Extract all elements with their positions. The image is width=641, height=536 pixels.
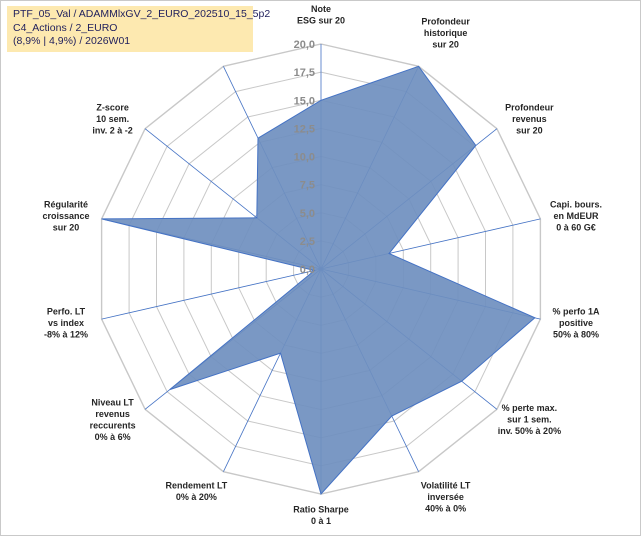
axis-label-line: 0 à 60 G€ — [556, 222, 596, 232]
tick-label: 12,5 — [294, 123, 315, 135]
tick-label: 20,0 — [294, 39, 315, 51]
info-line-1: PTF_05_Val / ADAMMlxGV_2_EURO_202510_15_… — [13, 8, 271, 20]
tick-label: 7,5 — [300, 180, 315, 192]
axis-label-line: 0 à 1 — [311, 516, 331, 526]
radial-tick-labels: 0,0 2,5 5,0 7,5 10,0 12,5 15,0 17,5 20,0 — [294, 39, 315, 276]
axis-label-line: % perte max. — [502, 403, 558, 413]
axis-label-line: Niveau LT — [91, 398, 134, 408]
tick-label: 0,0 — [300, 264, 315, 276]
axis-spoke — [101, 268, 322, 320]
axis-label-line: croissance — [42, 211, 89, 221]
info-line-3: (8,9% | 4,9%) / 2026W01 — [13, 35, 131, 47]
axis-label-line: reccurents — [90, 421, 136, 431]
axis-label-line: inv. 50% à 20% — [498, 426, 561, 436]
tick-label: 5,0 — [300, 208, 315, 220]
axis-label-line: Volatilité LT — [421, 480, 471, 490]
axis-label-line: Régularité — [44, 199, 88, 209]
axis-label-line: Rendement LT — [165, 480, 227, 490]
info-line-2: C4_Actions / 2_EURO — [13, 21, 118, 34]
axis-label-line: en MdEUR — [554, 211, 600, 221]
tick-label: 15,0 — [294, 95, 315, 107]
axis-label-line: sur 20 — [516, 126, 543, 136]
axis-label-line: Z-score — [96, 103, 129, 113]
axis-label-line: inversée — [427, 492, 464, 502]
axis-label-line: 50% à 80% — [553, 330, 599, 340]
axis-label-line: % perfo 1A — [552, 307, 600, 317]
axis-label-line: sur 20 — [432, 39, 459, 49]
tick-label: 10,0 — [294, 152, 315, 164]
portfolio-info-box: PTF_05_Val / ADAMMlxGV_2_EURO_202510_15_… — [7, 6, 271, 52]
axis-label-line: 10 sem. — [96, 114, 129, 124]
axis-label-line: sur 20 — [53, 222, 80, 232]
tick-label: 2,5 — [300, 236, 315, 248]
axis-label-line: revenus — [95, 409, 130, 419]
axis-label-line: Profondeur — [505, 103, 554, 113]
axis-label-line: 0% à 6% — [95, 432, 131, 442]
axis-label-line: revenus — [512, 114, 547, 124]
axis-label-line: Note — [311, 4, 331, 14]
axis-label-line: Ratio Sharpe — [293, 504, 349, 514]
axis-label-line: Profondeur — [421, 16, 470, 26]
axis-label-line: sur 1 sem. — [507, 415, 552, 425]
axis-label-line: historique — [424, 28, 468, 38]
tick-label: 17,5 — [294, 67, 315, 79]
axis-label-line: -8% à 12% — [44, 330, 88, 340]
axis-label-line: positive — [559, 318, 593, 328]
axis-label-line: inv. 2 à -2 — [92, 126, 132, 136]
data-series-area — [101, 65, 536, 496]
axis-label-line: ESG sur 20 — [297, 15, 345, 25]
axis-label-line: Capi. bours. — [550, 199, 602, 209]
axis-label-line: 0% à 20% — [176, 492, 217, 502]
axis-label-line: 40% à 0% — [425, 503, 466, 513]
axis-label-line: Perfo. LT — [47, 307, 86, 317]
axis-label-line: vs index — [48, 318, 84, 328]
